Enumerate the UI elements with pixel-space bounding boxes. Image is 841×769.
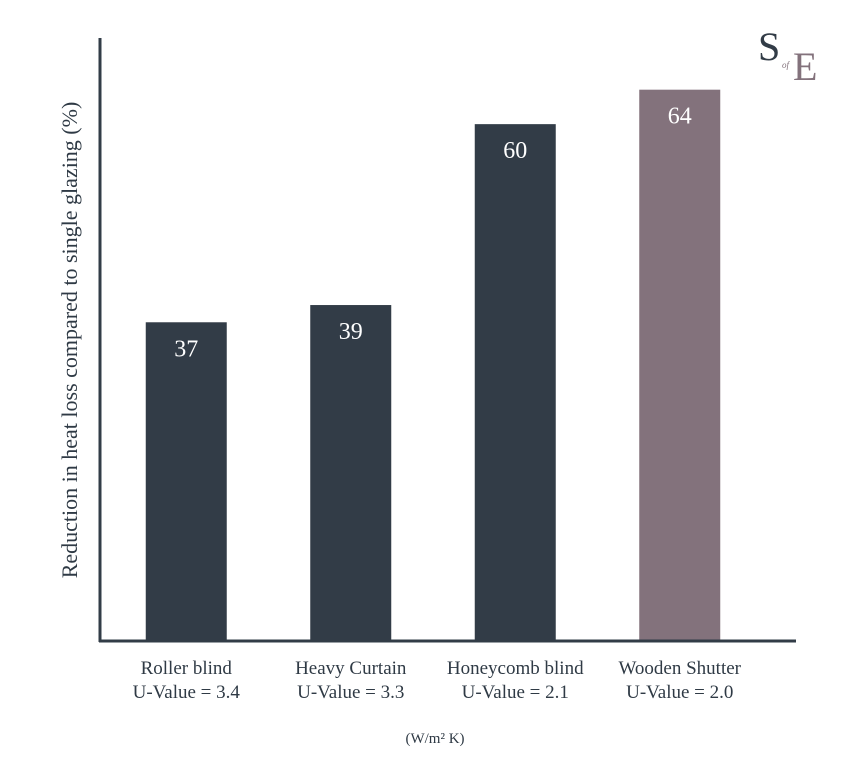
bar-value-label: 64 xyxy=(668,104,692,130)
x-tick-sublabel: U-Value = 2.1 xyxy=(462,682,569,703)
logo-s: S xyxy=(758,24,780,69)
y-axis-label: Reduction in heat loss compared to singl… xyxy=(57,102,82,579)
logo-e: E xyxy=(793,44,817,89)
x-axis-unit-label: (W/m² K) xyxy=(405,731,464,747)
bar-value-label: 60 xyxy=(503,138,527,164)
bar xyxy=(639,89,721,641)
logo-of: of xyxy=(782,60,791,70)
x-tick-label: Honeycomb blind xyxy=(447,658,584,679)
bar xyxy=(145,322,227,641)
bar xyxy=(310,305,392,641)
x-tick-sublabel: U-Value = 2.0 xyxy=(626,682,733,703)
bar-value-label: 39 xyxy=(339,319,363,345)
x-tick-sublabel: U-Value = 3.3 xyxy=(297,682,404,703)
x-tick-sublabel: U-Value = 3.4 xyxy=(133,682,241,703)
x-tick-label: Roller blind xyxy=(141,658,233,679)
x-tick-label: Heavy Curtain xyxy=(295,658,407,679)
bar-value-label: 37 xyxy=(174,336,198,362)
x-tick-label: Wooden Shutter xyxy=(619,658,742,679)
bar xyxy=(474,124,556,641)
logo: S of E xyxy=(758,24,817,89)
